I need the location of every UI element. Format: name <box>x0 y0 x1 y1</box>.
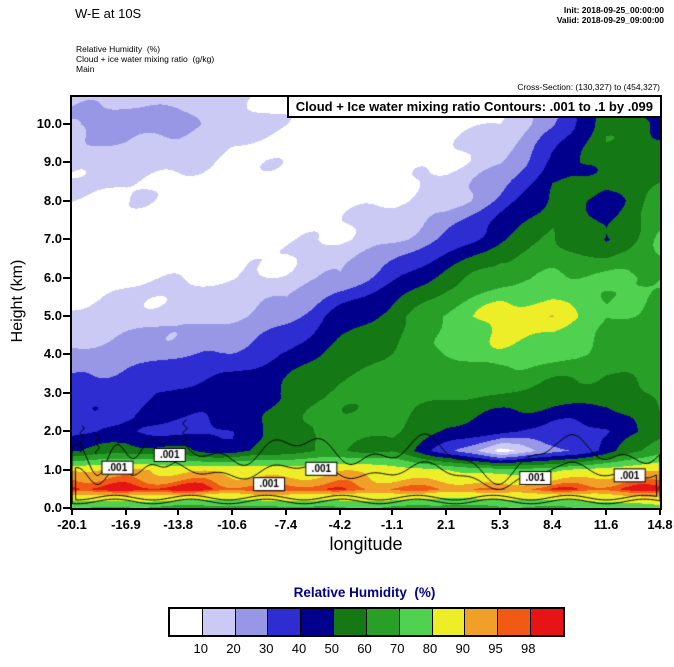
colorbar-tick-label: 20 <box>226 641 241 656</box>
colorbar-cell <box>497 609 531 635</box>
colorbar-cell <box>333 609 366 635</box>
colorbar-tick-label: 98 <box>521 641 536 656</box>
x-tick-label: 14.8 <box>647 517 673 532</box>
colorbar-tick-label: 30 <box>259 641 274 656</box>
x-tick-label: -4.2 <box>328 517 352 532</box>
colorbar-cell <box>234 609 268 635</box>
init-time-label: Init: 2018-09-25_00:00:00 <box>563 5 664 15</box>
colorbar-tick-label: 50 <box>324 641 339 656</box>
y-tick-label: 5.0 <box>43 307 62 323</box>
x-tick-label: 11.6 <box>593 517 619 532</box>
colorbar-cell <box>300 609 334 635</box>
y-tick-label: 0.0 <box>43 500 62 515</box>
contour-info-box: Cloud + Ice water mixing ratio Contours:… <box>286 97 660 118</box>
y-tick-mark <box>63 430 70 433</box>
x-tick-label: -1.1 <box>380 517 404 532</box>
colorbar-cell <box>464 609 498 635</box>
y-tick-mark <box>63 238 70 241</box>
y-tick-label: 4.0 <box>43 346 62 362</box>
y-tick-label: 7.0 <box>43 231 62 247</box>
y-tick-mark <box>63 161 70 164</box>
x-tick-mark <box>605 508 608 515</box>
field-label-rh: Relative Humidity (%) <box>76 44 161 54</box>
x-axis-title: longitude <box>329 534 403 554</box>
x-tick-mark <box>498 508 501 515</box>
y-tick-label: 10.0 <box>36 115 62 131</box>
y-tick-label: 2.0 <box>43 423 62 439</box>
x-tick-mark <box>338 508 341 515</box>
y-tick-label: 1.0 <box>43 461 62 477</box>
colorbar <box>168 607 565 637</box>
x-tick-label: -16.9 <box>111 517 141 532</box>
valid-time-label: Valid: 2018-09-29_09:00:00 <box>556 15 664 25</box>
x-tick-label: -13.8 <box>163 517 193 532</box>
field-label-domain: Main <box>76 64 95 74</box>
y-tick-mark <box>63 391 70 394</box>
colorbar-tick-label: 40 <box>291 641 307 656</box>
y-tick-mark <box>63 468 70 471</box>
y-tick-label: 6.0 <box>43 269 62 285</box>
y-tick-mark <box>63 507 70 509</box>
colorbar-cell <box>201 609 235 635</box>
x-tick-label: 8.4 <box>543 517 562 532</box>
x-tick-mark <box>124 508 127 515</box>
y-tick-mark <box>63 314 70 317</box>
figure-title: W-E at 10S <box>75 6 142 21</box>
colorbar-cell <box>431 609 465 635</box>
rh-contour-canvas <box>72 97 660 508</box>
colorbar-cell <box>530 609 563 635</box>
x-tick-mark <box>445 508 448 515</box>
y-tick-label: 8.0 <box>43 192 62 208</box>
colorbar-title: Relative Humidity (%) <box>293 585 436 600</box>
plot-area: Cloud + Ice water mixing ratio Contours:… <box>70 95 662 510</box>
y-tick-mark <box>63 122 70 125</box>
cross-section-coords-label: Cross-Section: (130,327) to (454,327) <box>517 82 660 92</box>
x-tick-mark <box>551 508 554 515</box>
x-tick-mark <box>231 508 234 515</box>
y-tick-label: 9.0 <box>43 154 62 170</box>
x-tick-mark <box>177 508 180 515</box>
x-tick-mark <box>284 508 287 515</box>
x-tick-mark <box>71 508 73 515</box>
colorbar-tick-label: 80 <box>422 641 438 656</box>
x-tick-mark <box>391 508 394 515</box>
colorbar-tick-label: 95 <box>488 641 503 656</box>
field-label-cloud: Cloud + ice water mixing ratio (g/kg) <box>76 54 215 64</box>
colorbar-cell <box>398 609 432 635</box>
x-tick-label: 5.3 <box>490 517 509 532</box>
colorbar-tick-label: 10 <box>193 641 208 656</box>
y-tick-mark <box>63 353 70 356</box>
y-tick-mark <box>63 276 70 279</box>
x-tick-label: 2.1 <box>436 517 456 532</box>
colorbar-cell <box>365 609 399 635</box>
x-tick-label: -7.4 <box>274 517 298 532</box>
colorbar-tick-label: 60 <box>357 641 372 656</box>
colorbar-tick-label: 90 <box>455 641 470 656</box>
x-tick-mark <box>659 508 661 515</box>
colorbar-tick-label: 70 <box>390 641 405 656</box>
x-tick-label: -20.1 <box>57 517 87 532</box>
colorbar-cell <box>170 609 202 635</box>
x-tick-label: -10.6 <box>217 517 247 532</box>
y-tick-label: 3.0 <box>43 384 62 400</box>
colorbar-cell <box>267 609 301 635</box>
y-tick-mark <box>63 199 70 202</box>
